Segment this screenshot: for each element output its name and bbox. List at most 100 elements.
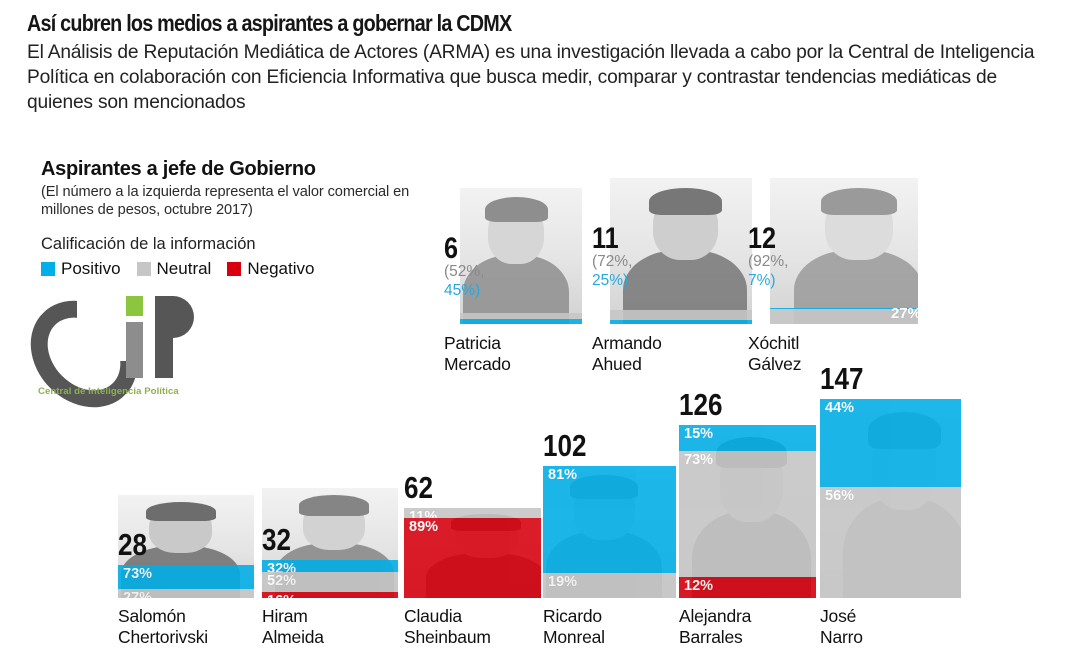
photo-torso bbox=[462, 255, 570, 324]
swatch-negativo-icon bbox=[227, 262, 242, 276]
candidate-photo bbox=[770, 178, 918, 324]
bar-segment-positive: 73% bbox=[118, 565, 254, 590]
candidate-value: 6 bbox=[444, 232, 459, 265]
candidate-name: Hiram Almeida bbox=[262, 606, 324, 647]
bar-segment-neutral bbox=[610, 310, 752, 321]
candidate-value: 62 bbox=[404, 470, 433, 505]
photo-hair bbox=[145, 501, 216, 521]
candidate-share-note: (72%, 25%) bbox=[592, 252, 633, 290]
candidate-name: Salomón Chertorivski bbox=[118, 606, 208, 647]
candidate-name: Claudia Sheinbaum bbox=[404, 606, 491, 647]
share-positive: 7%) bbox=[748, 272, 776, 289]
candidate-value: 32 bbox=[262, 522, 291, 557]
bar-segment-neutral: 56% bbox=[820, 486, 961, 598]
legend-title: Calificación de la información bbox=[41, 235, 256, 253]
photo-hair bbox=[820, 187, 897, 215]
bar-segment-positive bbox=[610, 320, 752, 324]
candidate-name: Armando Ahued bbox=[592, 333, 662, 374]
candidate-share-note: (52%, 45%) bbox=[444, 262, 485, 300]
photo-hair bbox=[484, 197, 548, 223]
legend-label-neutral: Neutral bbox=[156, 259, 212, 278]
candidate-block[interactable] bbox=[460, 188, 582, 324]
bar-segment-label: 19% bbox=[548, 573, 578, 590]
candidate-block[interactable]: 44% 56% bbox=[820, 399, 961, 598]
bar-segment-positive: 44% bbox=[820, 399, 961, 487]
candidate-block[interactable]: 27% bbox=[770, 178, 918, 324]
candidate-name: Xóchitl Gálvez bbox=[748, 333, 802, 374]
candidate-block[interactable]: 15% 73% 12% bbox=[679, 425, 816, 598]
bar-segment-neutral: 11% bbox=[404, 508, 541, 525]
candidate-value: 11 bbox=[592, 222, 619, 255]
candidate-block[interactable]: 81% 19% bbox=[543, 466, 676, 598]
candidate-name: José Narro bbox=[820, 606, 863, 647]
logo-tagline: Central de Inteligencia Política bbox=[38, 386, 179, 397]
bar-segment-label: 81% bbox=[548, 467, 578, 483]
stacked-bar bbox=[460, 313, 582, 324]
bar-segment-label: 16% bbox=[267, 593, 296, 598]
share-neutral: (52%, bbox=[444, 263, 485, 280]
stacked-bar bbox=[770, 308, 918, 324]
bar-segment-neutral bbox=[770, 309, 918, 324]
logo-letter-i-stem-icon bbox=[126, 322, 143, 378]
page-deck: El Análisis de Reputación Mediática de A… bbox=[27, 42, 1035, 113]
bar-segment-label: 56% bbox=[825, 487, 855, 504]
candidate-share-note: (92%, 7%) bbox=[748, 252, 789, 290]
candidate-value: 28 bbox=[118, 527, 147, 562]
candidate-value: 12 bbox=[748, 222, 777, 255]
share-positive: 45%) bbox=[444, 282, 481, 299]
candidate-name: Patricia Mercado bbox=[444, 333, 511, 374]
stacked-bar: 11%89% bbox=[404, 508, 541, 598]
panel-title: Aspirantes a jefe de Gobierno bbox=[41, 158, 316, 180]
legend-label-positivo: Positivo bbox=[61, 259, 121, 278]
bar-segment-negative: 89% bbox=[404, 517, 541, 598]
bar-segment-label: 73% bbox=[123, 566, 153, 582]
share-positive: 25%) bbox=[592, 272, 629, 289]
logo-letter-i-dot-icon bbox=[126, 296, 143, 316]
panel-subtitle: (El número a la izquierda representa el … bbox=[41, 184, 410, 218]
bar-segment-label: 73% bbox=[684, 451, 714, 468]
bar-segment-negative: 16% bbox=[262, 591, 398, 598]
bar-segment-positive: 32% bbox=[262, 560, 398, 577]
cip-logo: Central de Inteligencia Política bbox=[9, 279, 236, 429]
bar-segment-label: 89% bbox=[409, 518, 439, 535]
page-title: Así cubren los medios a aspirantes a gob… bbox=[27, 10, 512, 36]
legend-item-positivo: Positivo bbox=[41, 259, 121, 279]
swatch-positivo-icon bbox=[41, 262, 55, 276]
logo-letter-p-bowl-icon bbox=[166, 296, 194, 338]
swatch-neutral-icon bbox=[136, 262, 151, 276]
candidate-block[interactable]: 73% 27% bbox=[118, 495, 254, 598]
candidate-value: 126 bbox=[679, 387, 723, 422]
share-neutral: (92%, bbox=[748, 253, 789, 270]
bar-segment-label: 15% bbox=[684, 426, 714, 442]
stacked-bar: 32%52% 16% bbox=[262, 560, 398, 598]
candidate-photo bbox=[460, 188, 582, 324]
candidate-block[interactable]: 32%52% 16% bbox=[262, 488, 398, 598]
candidate-block[interactable]: 11%89% bbox=[404, 508, 541, 598]
candidate-value: 102 bbox=[543, 428, 587, 463]
bar-segment-positive: 81% bbox=[543, 466, 676, 573]
stacked-bar bbox=[610, 310, 752, 324]
photo-hair bbox=[299, 495, 370, 516]
bar-segment-negative: 12% bbox=[679, 577, 816, 598]
bar-segment-neutral: 52% bbox=[262, 572, 398, 592]
legend-item-negativo: Negativo bbox=[227, 259, 314, 279]
stacked-bar: 15% 73% 12% bbox=[679, 425, 816, 598]
bar-segment-label: 44% bbox=[825, 400, 855, 416]
bar-segment-positive bbox=[460, 318, 582, 324]
bar-segment-label: 12% bbox=[684, 578, 714, 595]
bar-segment-positive: 15% bbox=[679, 425, 816, 451]
bar-segment-neutral bbox=[460, 313, 582, 319]
share-neutral: (72%, bbox=[592, 253, 633, 270]
stacked-bar: 73% 27% bbox=[118, 565, 254, 598]
candidate-name: Ricardo Monreal bbox=[543, 606, 605, 647]
legend-label-negativo: Negativo bbox=[247, 259, 315, 278]
legend: Positivo Neutral Negativo bbox=[41, 259, 421, 279]
bar-segment-label: 52% bbox=[267, 573, 297, 590]
bar-segment-label: 27% bbox=[123, 590, 152, 598]
bar-segment-neutral: 73% bbox=[679, 450, 816, 578]
bar-segment-neutral: 27% bbox=[118, 589, 254, 598]
stacked-bar: 44% 56% bbox=[820, 399, 961, 598]
candidate-photo bbox=[610, 178, 752, 324]
candidate-name: Alejandra Barrales bbox=[679, 606, 752, 647]
candidate-block[interactable] bbox=[610, 178, 752, 324]
